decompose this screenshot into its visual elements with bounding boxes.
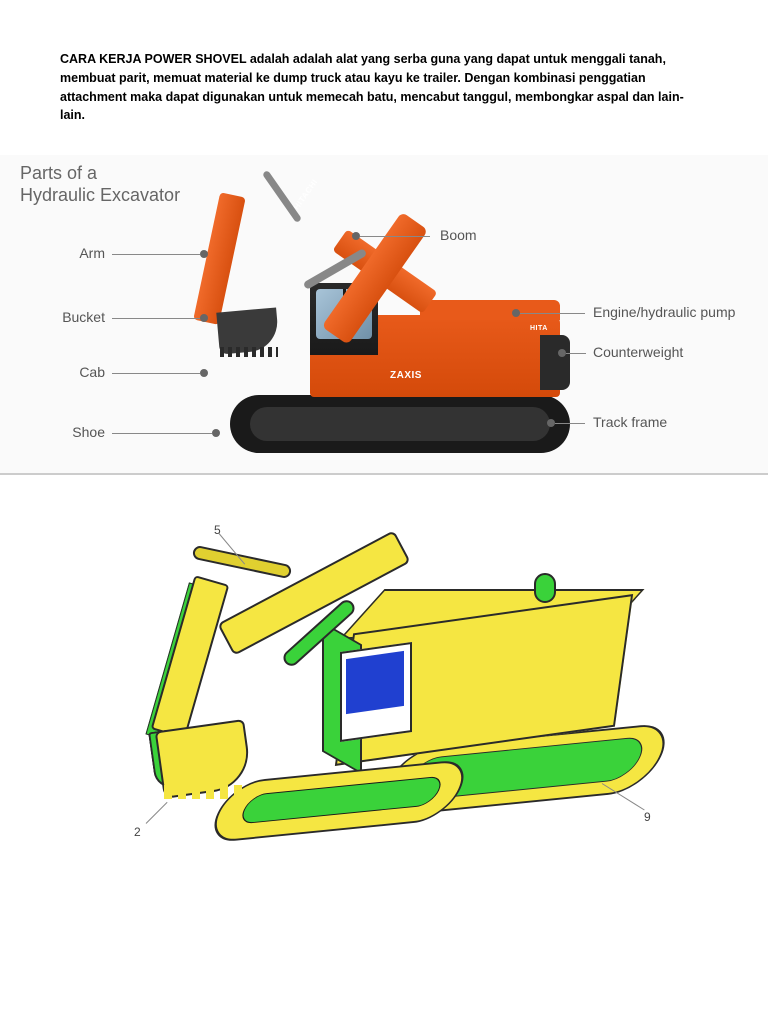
intro-rest: POWER SHOVEL adalah adalah alat yang ser… xyxy=(60,52,684,122)
iso-bucket-teeth xyxy=(164,785,246,799)
label-bucket: Bucket xyxy=(45,309,105,325)
brand-body: ZAXIS xyxy=(390,370,422,381)
intro-paragraph: CARA KERJA POWER SHOVEL adalah adalah al… xyxy=(60,50,708,125)
body-top-shape xyxy=(420,300,560,320)
line-counterweight xyxy=(566,353,586,354)
dot-cab xyxy=(200,369,208,377)
label-engine: Engine/hydraulic pump xyxy=(593,304,735,320)
arm-shape xyxy=(193,192,245,325)
diagram1-title-l1: Parts of a xyxy=(20,163,97,183)
line-bucket xyxy=(112,318,200,319)
brand-boom: HITACHI xyxy=(292,177,320,211)
line-cab xyxy=(112,373,200,374)
intro-bold: CARA KERJA xyxy=(60,52,141,66)
dot-arm xyxy=(200,250,208,258)
parts-diagram: Parts of a Hydraulic Excavator HITACHI Z… xyxy=(0,155,768,475)
label-counterweight: Counterweight xyxy=(593,344,683,360)
bucket-teeth-shape xyxy=(220,347,278,357)
iso-arm xyxy=(151,575,230,739)
iso-num-9: 9 xyxy=(644,810,651,824)
label-boom: Boom xyxy=(440,227,477,243)
document-page: CARA KERJA POWER SHOVEL adalah adalah al… xyxy=(0,0,768,1024)
dot-shoe xyxy=(212,429,220,437)
iso-num-2: 2 xyxy=(134,825,141,839)
iso-cab-window xyxy=(346,651,404,714)
cylinder2-shape xyxy=(262,170,302,223)
dot-boom xyxy=(352,232,360,240)
dot-engine xyxy=(512,309,520,317)
label-cab: Cab xyxy=(65,364,105,380)
line-trackframe xyxy=(555,423,585,424)
diagram1-title-l2: Hydraulic Excavator xyxy=(20,185,180,205)
line-arm xyxy=(112,254,200,255)
iso-top-cylinder xyxy=(534,573,556,603)
iso-num-5: 5 xyxy=(214,523,221,537)
label-shoe: Shoe xyxy=(55,424,105,440)
dot-trackframe xyxy=(547,419,555,427)
isometric-diagram: 5 2 9 xyxy=(64,515,704,855)
dot-bucket xyxy=(200,314,208,322)
label-trackframe: Track frame xyxy=(593,414,667,430)
line-engine xyxy=(520,313,585,314)
brand-rear: HITA xyxy=(530,325,548,332)
iso-line-2 xyxy=(146,802,168,824)
dot-counterweight xyxy=(558,349,566,357)
line-boom xyxy=(360,236,430,237)
counterweight-shape xyxy=(540,335,570,390)
label-arm: Arm xyxy=(65,245,105,261)
diagram1-title: Parts of a Hydraulic Excavator xyxy=(20,163,180,206)
track-inner-shape xyxy=(250,407,550,441)
line-shoe xyxy=(112,433,212,434)
